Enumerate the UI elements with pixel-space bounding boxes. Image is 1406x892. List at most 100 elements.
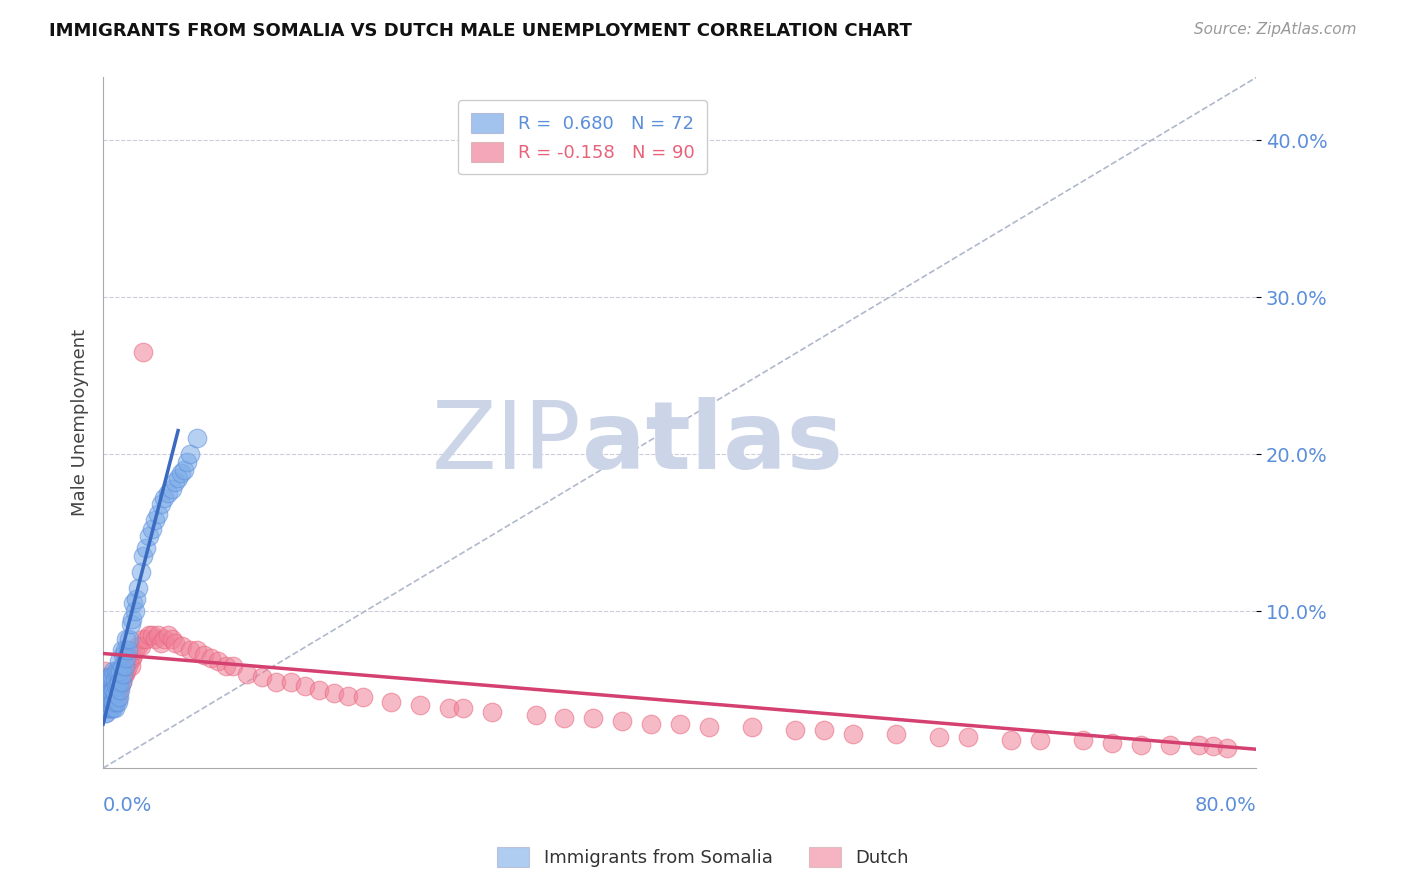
Point [97,686,120,700]
Point [135,541,157,556]
Point [124,643,146,657]
Point [101,674,124,689]
Point [118,654,141,668]
Point [122,596,145,610]
Point [94,682,117,697]
Point [115,651,138,665]
Point [1029,732,1052,747]
Point [207,654,229,668]
Point [111,674,134,689]
Point [884,726,907,740]
Point [97,690,120,705]
Point [97,695,120,709]
Point [129,639,152,653]
Point [111,659,134,673]
Point [146,628,169,642]
Point [170,466,193,480]
Point [453,701,475,715]
Point [1129,738,1152,752]
Point [1202,739,1225,753]
Point [108,690,131,705]
Point [98,701,121,715]
Point [841,726,863,740]
Legend: R =  0.680   N = 72, R = -0.158   N = 90: R = 0.680 N = 72, R = -0.158 N = 90 [458,100,707,174]
Point [179,643,201,657]
Point [143,632,166,647]
Point [105,680,128,694]
Point [105,664,128,678]
Y-axis label: Male Unemployment: Male Unemployment [72,329,89,516]
Point [640,717,662,731]
Point [127,581,149,595]
Point [97,701,120,715]
Point [813,723,835,738]
Point [101,701,124,715]
Point [101,690,124,705]
Point [96,695,118,709]
Point [120,616,142,631]
Point [928,730,950,744]
Point [104,686,127,700]
Text: 0.0%: 0.0% [103,796,152,814]
Point [610,714,633,728]
Point [118,632,141,647]
Point [141,523,163,537]
Point [1071,732,1094,747]
Text: 80.0%: 80.0% [1195,796,1256,814]
Point [114,667,136,681]
Point [104,690,127,705]
Point [107,695,129,709]
Point [1216,740,1239,755]
Point [162,482,184,496]
Point [94,690,117,705]
Point [103,695,125,709]
Point [98,670,121,684]
Text: IMMIGRANTS FROM SOMALIA VS DUTCH MALE UNEMPLOYMENT CORRELATION CHART: IMMIGRANTS FROM SOMALIA VS DUTCH MALE UN… [49,22,912,40]
Point [127,639,149,653]
Point [222,659,245,673]
Point [380,695,402,709]
Point [294,680,316,694]
Point [152,491,174,505]
Point [122,648,145,662]
Text: atlas: atlas [582,398,842,490]
Point [110,680,132,694]
Point [162,632,184,647]
Point [956,730,979,744]
Point [129,565,152,579]
Point [120,659,142,673]
Point [409,698,432,713]
Point [176,455,198,469]
Point [697,720,720,734]
Point [96,674,118,689]
Point [165,475,187,490]
Point [93,686,115,700]
Point [112,648,135,662]
Point [437,701,460,715]
Point [250,670,273,684]
Point [1187,738,1209,752]
Point [101,670,124,684]
Point [117,643,139,657]
Point [481,705,503,719]
Point [156,628,179,642]
Point [280,674,302,689]
Point [111,674,134,689]
Point [1101,736,1123,750]
Point [264,674,287,689]
Point [352,690,374,705]
Point [132,632,155,647]
Point [101,686,124,700]
Point [121,651,143,665]
Point [124,604,146,618]
Point [107,680,129,694]
Point [105,680,128,694]
Point [93,664,115,678]
Point [152,632,174,647]
Point [214,659,236,673]
Point [308,682,330,697]
Point [103,701,125,715]
Legend: Immigrants from Somalia, Dutch: Immigrants from Somalia, Dutch [489,839,917,874]
Point [108,682,131,697]
Point [98,695,121,709]
